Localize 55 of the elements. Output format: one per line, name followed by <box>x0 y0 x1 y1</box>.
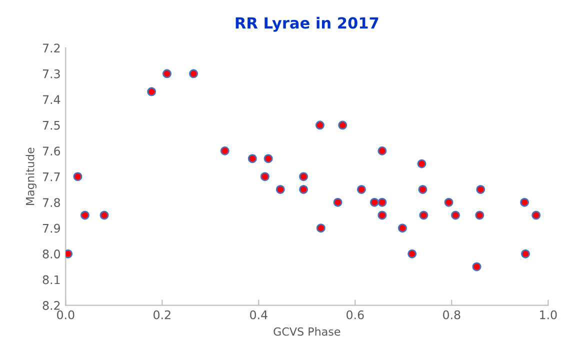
x-tick-label: 0.0 <box>57 310 74 320</box>
point <box>333 198 342 207</box>
point <box>80 210 90 220</box>
y-tick-label: 7.2 <box>43 44 60 52</box>
point <box>100 210 109 220</box>
point <box>316 224 326 233</box>
y-tick-label: 7.8 <box>43 198 60 208</box>
point <box>419 210 428 220</box>
point <box>276 184 285 194</box>
point <box>147 87 156 96</box>
point <box>220 146 230 156</box>
y-tick-label: 7.4 <box>43 95 60 104</box>
point <box>73 172 82 182</box>
point <box>378 146 387 156</box>
point <box>248 154 257 164</box>
point <box>444 198 454 207</box>
point <box>338 120 348 130</box>
point <box>476 184 486 194</box>
point <box>418 184 428 194</box>
y-tick-label: 7.6 <box>43 146 60 156</box>
chart-title: RR Lyrae in 2017 <box>236 16 378 32</box>
point <box>299 184 308 194</box>
x-tick-label: 0.2 <box>154 310 170 320</box>
point <box>532 210 541 220</box>
x-tick-label: 0.8 <box>443 310 460 320</box>
point <box>162 69 172 78</box>
point <box>417 159 426 168</box>
y-tick-label: 7.5 <box>43 121 60 130</box>
point <box>189 69 198 78</box>
point <box>264 154 273 164</box>
point <box>475 210 484 220</box>
point <box>299 172 308 182</box>
point <box>378 198 387 207</box>
point <box>315 120 324 130</box>
point <box>356 184 366 194</box>
point <box>520 249 530 258</box>
point <box>408 249 417 258</box>
y-tick-label: 7.9 <box>43 224 60 233</box>
point <box>398 224 407 233</box>
y-axis-title: Magnitude <box>26 148 36 205</box>
point <box>370 198 379 207</box>
point <box>451 210 460 220</box>
point <box>520 198 530 207</box>
y-tick-label: 7.3 <box>43 69 60 78</box>
y-tick-label: 8.2 <box>42 301 60 310</box>
y-tick-label: 8.0 <box>42 250 60 258</box>
x-tick-label: 1.0 <box>540 310 557 320</box>
point <box>260 172 270 182</box>
y-tick-label: 8.1 <box>42 275 60 284</box>
x-tick-label: 0.4 <box>250 310 268 320</box>
point <box>378 210 387 220</box>
x-axis-title: GCVS Phase <box>274 327 340 336</box>
x-tick-label: 0.6 <box>346 310 364 320</box>
point <box>472 262 482 272</box>
y-tick-label: 7.7 <box>43 172 60 182</box>
